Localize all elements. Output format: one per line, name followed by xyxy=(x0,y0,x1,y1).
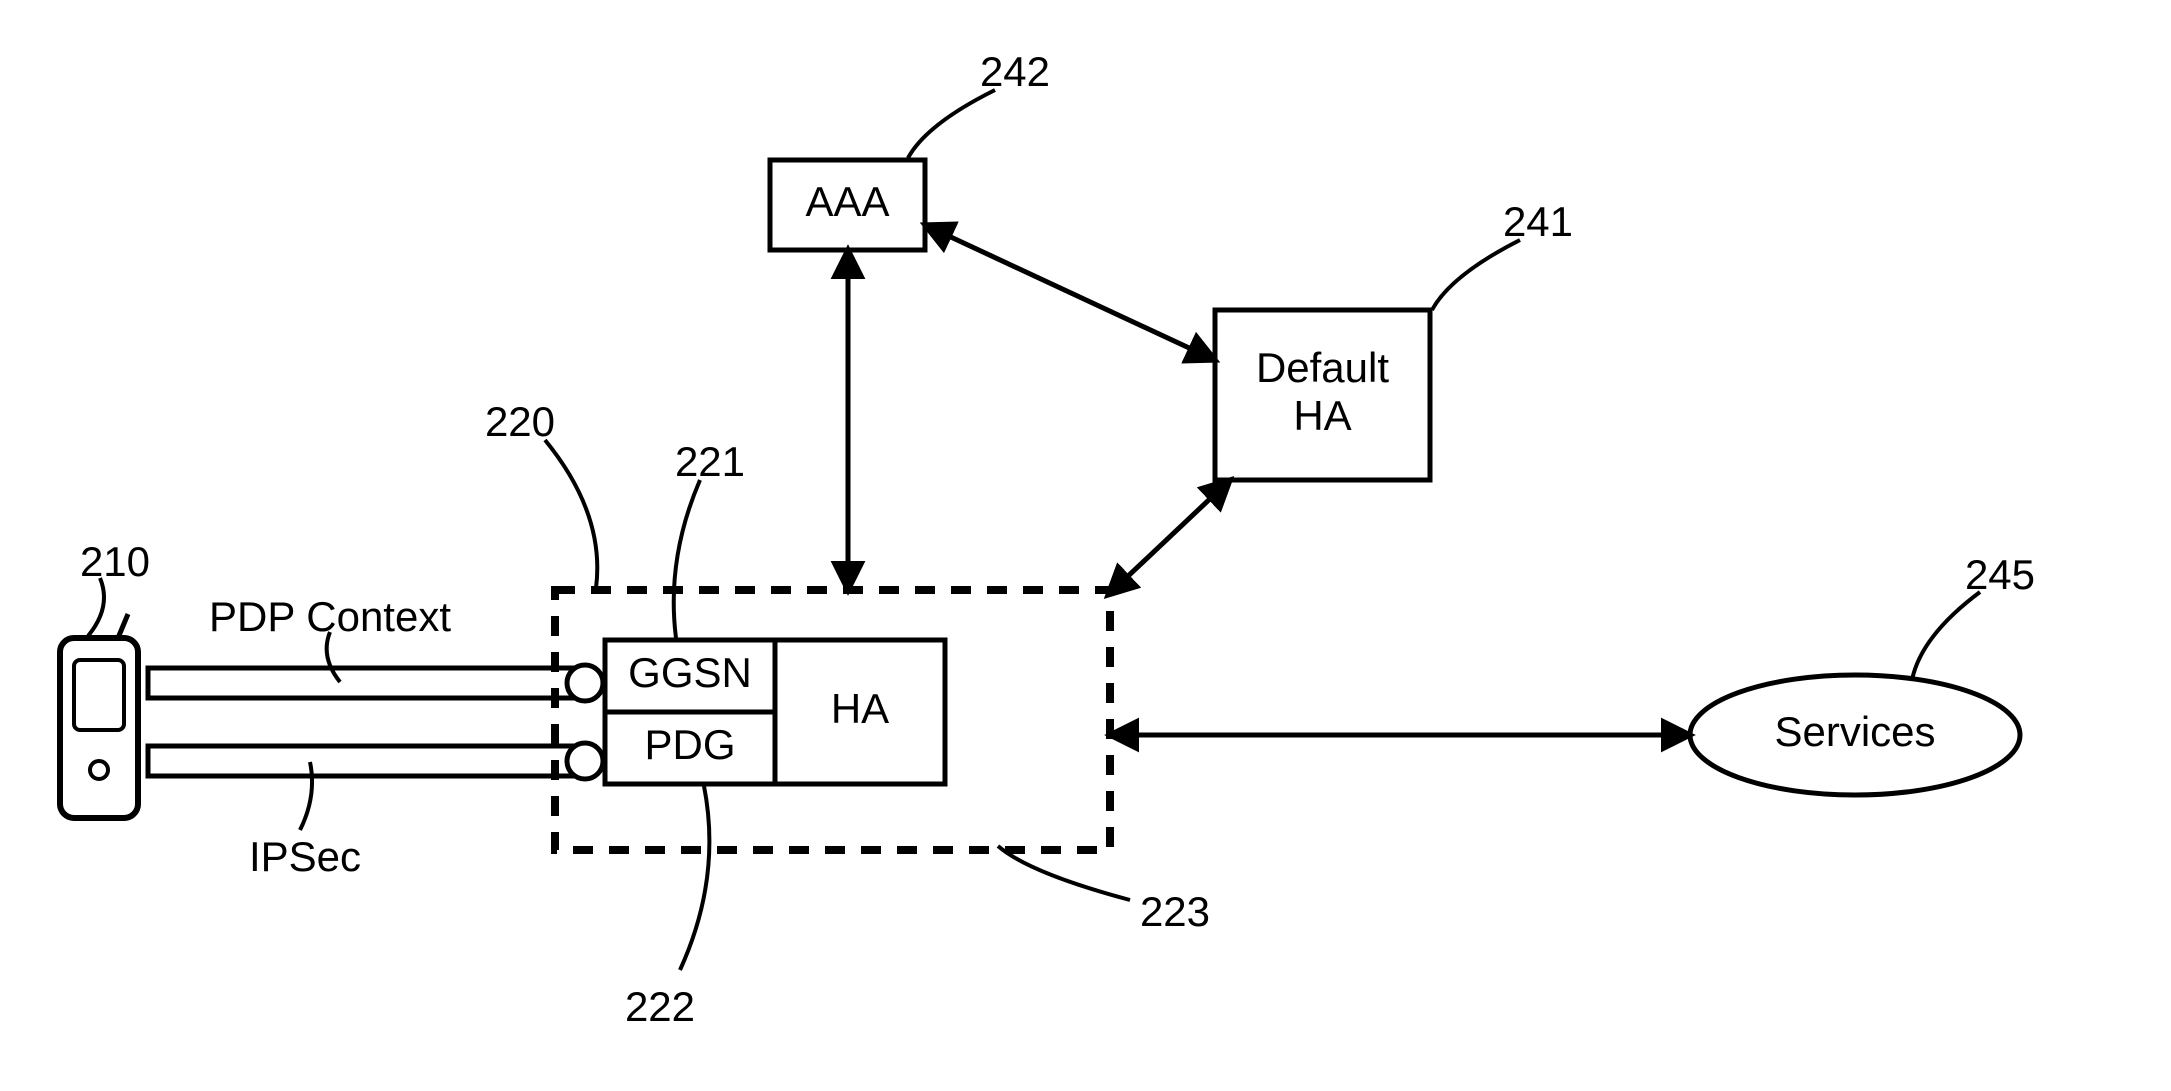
svg-text:GGSN: GGSN xyxy=(628,649,752,696)
svg-text:HA: HA xyxy=(831,685,889,732)
mobile-device-icon xyxy=(60,614,138,818)
ref-242: 242 xyxy=(980,48,1050,95)
ref-223: 223 xyxy=(1140,888,1210,935)
ipsec-tunnel xyxy=(148,743,603,779)
svg-text:Services: Services xyxy=(1774,708,1935,755)
ref-220: 220 xyxy=(485,398,555,445)
ref-241: 241 xyxy=(1503,198,1573,245)
ref-210: 210 xyxy=(80,538,150,585)
ref-222: 222 xyxy=(625,983,695,1030)
svg-text:HA: HA xyxy=(1293,392,1351,439)
ref-221: 221 xyxy=(675,438,745,485)
svg-text:Default: Default xyxy=(1256,344,1389,391)
svg-text:AAA: AAA xyxy=(805,178,889,225)
ipsec-label: IPSec xyxy=(249,833,361,880)
ref-245: 245 xyxy=(1965,551,2035,598)
pdp-context-tunnel xyxy=(148,665,603,701)
svg-text:PDG: PDG xyxy=(644,721,735,768)
